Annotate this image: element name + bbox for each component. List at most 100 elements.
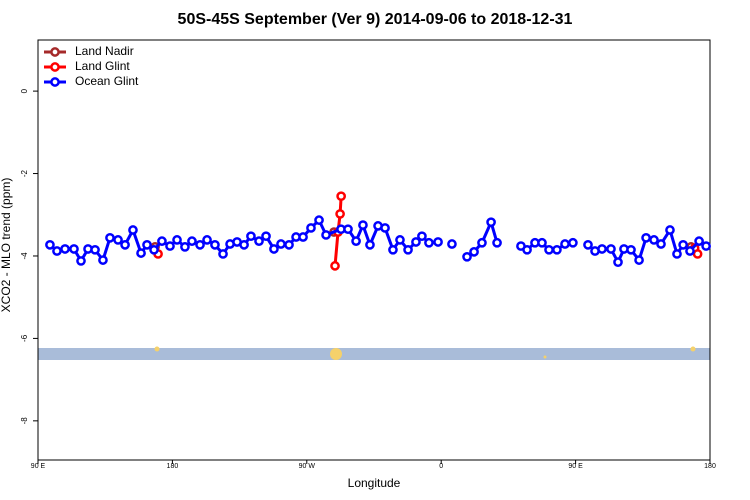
land-spot	[543, 355, 547, 359]
data-point	[276, 239, 286, 249]
data-point	[336, 191, 346, 202]
land-band	[38, 348, 710, 360]
y-tick-label: -8	[20, 417, 29, 425]
data-point	[678, 239, 688, 250]
y-tick-label: -2	[20, 169, 29, 177]
data-point	[149, 244, 159, 255]
data-point	[665, 225, 675, 235]
x-tick-label: 0	[439, 463, 443, 470]
legend-label: Ocean Glint	[75, 74, 139, 88]
x-tick-label: 180	[167, 463, 179, 470]
data-point	[411, 237, 421, 247]
data-point	[52, 246, 62, 256]
data-point	[195, 239, 205, 250]
data-point	[113, 235, 123, 245]
x-tick-label: 90 E	[31, 463, 46, 470]
data-point	[365, 239, 375, 250]
data-point	[649, 235, 659, 245]
data-point	[634, 255, 644, 265]
data-point	[462, 251, 472, 262]
legend-label: Land Nadir	[75, 44, 134, 58]
data-point	[544, 244, 554, 255]
data-point	[469, 247, 479, 257]
data-point	[165, 241, 175, 251]
data-point	[380, 223, 390, 233]
data-point	[180, 242, 190, 252]
data-point	[60, 244, 70, 254]
data-point	[433, 237, 443, 247]
data-point	[298, 232, 308, 242]
data-point	[69, 244, 79, 254]
data-point	[284, 239, 294, 250]
data-point	[157, 236, 167, 246]
data-point	[202, 235, 212, 245]
x-tick-label: 90 W	[299, 463, 316, 470]
data-point	[685, 246, 695, 256]
y-axis-label: XCO2 - MLO trend (ppm)	[0, 178, 13, 313]
data-point	[583, 239, 593, 250]
data-point	[701, 241, 711, 251]
data-point	[335, 209, 345, 219]
legend-marker	[50, 77, 60, 87]
data-point	[330, 261, 340, 271]
data-point	[606, 244, 616, 254]
x-tick-label: 90 E	[568, 463, 583, 470]
data-point	[694, 236, 704, 246]
plot-frame	[37, 39, 711, 461]
data-point	[254, 236, 264, 246]
data-point	[597, 244, 607, 254]
legend-label: Land Glint	[75, 59, 130, 73]
data-point	[261, 231, 271, 242]
data-point	[136, 248, 146, 258]
data-point	[269, 244, 279, 254]
data-point	[403, 244, 413, 255]
x-tick-label: 180	[704, 463, 716, 470]
data-point	[492, 237, 502, 248]
data-point	[306, 223, 316, 233]
land-spot	[154, 346, 160, 352]
data-point	[351, 236, 361, 246]
data-point	[537, 237, 547, 248]
data-point	[477, 237, 487, 248]
data-point	[613, 257, 623, 268]
data-point	[187, 236, 197, 246]
data-point	[172, 235, 182, 245]
data-point	[142, 239, 152, 250]
data-point	[447, 239, 457, 249]
data-point	[560, 239, 570, 249]
data-point	[246, 231, 256, 242]
data-point	[388, 244, 398, 255]
legend-marker	[50, 47, 60, 57]
data-point	[358, 220, 368, 230]
data-point	[120, 239, 130, 250]
data-point	[692, 249, 703, 259]
data-point	[239, 239, 249, 250]
y-tick-label: -4	[20, 252, 29, 260]
land-spot	[330, 348, 342, 360]
data-point	[321, 230, 331, 240]
data-point	[105, 232, 115, 243]
data-point	[45, 239, 55, 250]
data-point	[314, 215, 324, 225]
data-point	[343, 224, 353, 235]
data-point	[626, 244, 636, 255]
data-point	[424, 237, 434, 248]
data-point	[568, 237, 578, 248]
chart-title: 50S-45S September (Ver 9) 2014-09-06 to …	[178, 11, 573, 28]
data-point	[395, 235, 405, 245]
data-point	[98, 255, 108, 265]
data-point	[90, 244, 100, 255]
data-point	[486, 217, 496, 228]
legend-marker	[50, 62, 60, 72]
y-tick-label: 0	[20, 88, 29, 93]
data-point	[417, 231, 427, 242]
data-point	[210, 239, 220, 250]
y-tick-label: -6	[20, 334, 29, 342]
data-point	[672, 249, 682, 259]
x-axis-label: Longitude	[348, 476, 401, 490]
land-spot	[690, 346, 696, 352]
data-point	[656, 239, 666, 249]
data-point	[218, 249, 228, 259]
series-line	[333, 196, 699, 267]
